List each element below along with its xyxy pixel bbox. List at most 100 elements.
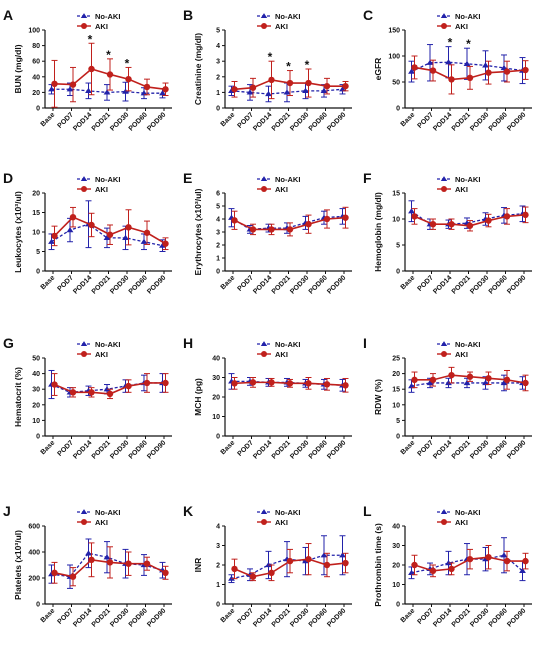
data-point-aki [411,64,418,71]
data-point-aki [305,380,312,387]
x-tick-label: POD90 [146,111,167,132]
x-tick-label: POD14 [72,111,93,132]
y-axis-label: MCH (pg) [193,378,203,416]
x-tick-label: POD60 [308,439,329,460]
data-point-no-aki [500,379,508,386]
data-point-no-aki [103,234,111,240]
series-no-aki [228,535,346,584]
legend-label-aki: AKI [275,518,288,527]
y-tick-label: 80 [32,43,40,50]
data-point-aki [286,557,294,565]
y-axis-label: INR [193,558,203,573]
x-tick-label: POD30 [289,111,310,132]
data-point-no-aki [519,567,526,573]
series-aki [51,542,169,587]
x-tick-label: POD30 [289,607,310,628]
y-tick-label: 0 [36,106,40,113]
x-tick-label: Base [220,111,237,128]
data-point-aki [249,379,257,386]
series-aki [51,206,169,251]
y-tick-label: 5 [36,249,40,256]
y-tick-label: 3 [216,230,220,237]
legend-label-no-aki: No-AKI [95,340,120,349]
x-tick-label: POD90 [326,439,347,460]
data-point-aki [51,80,58,88]
data-point-aki [466,222,474,229]
data-point-aki [286,380,294,387]
x-tick-label: POD14 [432,607,453,628]
x-tick-label: POD90 [146,607,167,628]
data-point-aki [268,226,275,233]
y-tick-label: 5 [216,204,220,211]
y-tick-label: 5 [396,243,400,250]
y-tick-label: 10 [392,582,400,589]
y-tick-label: 40 [392,524,400,531]
y-tick-label: 10 [32,230,40,237]
data-point-aki [485,69,492,76]
x-tick-label: POD60 [128,274,149,295]
legend-marker-aki [441,23,447,29]
y-tick-label: 4 [216,217,220,224]
data-point-no-aki [283,89,291,95]
y-tick-label: 10 [212,414,220,421]
y-tick-label: 400 [28,550,40,557]
data-point-no-aki [66,86,74,92]
x-tick-label: POD60 [488,607,509,628]
series-aki [411,366,529,392]
data-point-aki [231,380,238,387]
data-point-aki [268,76,275,84]
x-tick-label: POD21 [271,111,292,132]
data-point-aki [69,389,77,396]
legend-marker-no-aki [260,13,268,19]
data-point-aki [143,229,151,236]
data-point-aki [448,565,455,573]
x-tick-label: Base [220,439,237,456]
legend-label-no-aki: No-AKI [275,340,300,349]
panel-letter: J [3,503,11,519]
y-axis-label: eGFR [373,58,383,81]
x-tick-label: POD14 [432,439,453,460]
x-tick-label: POD60 [128,439,149,460]
data-point-no-aki [482,379,489,386]
y-tick-label: 0 [396,434,400,441]
data-point-aki [69,81,77,88]
y-axis-label: Erythrocytes (x10³/ul) [193,188,203,275]
x-tick-label: POD30 [109,111,130,132]
y-tick-label: 3 [216,543,220,550]
y-tick-label: 2 [216,74,220,81]
y-tick-label: 30 [32,387,40,394]
x-tick-label: POD30 [109,439,130,460]
data-point-aki [231,86,238,93]
data-point-no-aki [463,379,471,386]
legend-marker-aki [441,186,447,192]
data-point-aki [429,376,437,384]
y-tick-label: 100 [28,28,40,35]
y-tick-label: 5 [396,418,400,425]
y-axis-label: RDW (%) [373,379,383,415]
data-point-aki [522,66,529,74]
data-point-no-aki [246,89,254,95]
data-point-aki [466,373,474,380]
legend-label-no-aki: No-AKI [95,508,120,517]
x-tick-label: POD14 [72,274,93,295]
data-point-aki [448,371,455,379]
data-point-aki [106,390,114,398]
x-tick-label: POD21 [451,111,472,132]
x-tick-label: POD14 [252,439,273,460]
data-point-no-aki [140,238,148,244]
series-aki [51,42,169,108]
data-point-aki [466,74,474,82]
data-point-no-aki [339,86,346,92]
legend-label-no-aki: No-AKI [275,508,300,517]
data-point-aki [485,554,492,561]
y-axis-label: Hematocrit (%) [13,367,23,427]
